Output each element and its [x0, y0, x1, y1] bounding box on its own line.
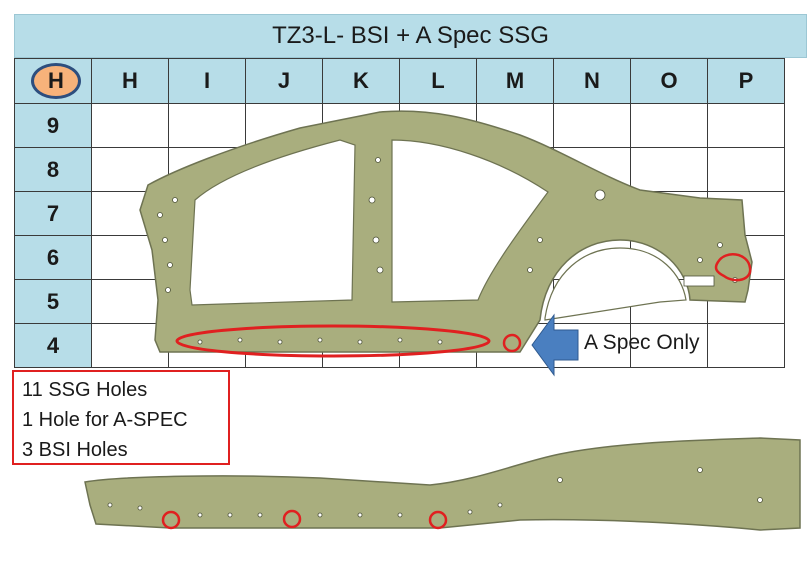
bsi-hole-marker: [428, 510, 448, 530]
legend-box: 11 SSG Holes 1 Hole for A-SPEC 3 BSI Hol…: [12, 370, 230, 465]
legend-line: 11 SSG Holes: [22, 379, 148, 401]
grid-row: 5: [14, 279, 785, 324]
bsi-hole-marker: [282, 509, 302, 529]
column-header-row: H H I J K L M N O P: [14, 58, 785, 104]
grid-row: 6: [14, 235, 785, 280]
row-header: 4: [14, 323, 92, 368]
row-header: 9: [14, 103, 92, 148]
corner-cell: H: [14, 58, 92, 104]
a-spec-callout: A Spec Only: [584, 331, 700, 354]
column-header: N: [553, 58, 631, 104]
corner-badge: H: [31, 63, 81, 99]
column-header: L: [399, 58, 477, 104]
column-header: P: [707, 58, 785, 104]
grid-table: H H I J K L M N O P 9 8 7 6 5 4: [14, 58, 785, 368]
legend-line: 1 Hole for A-SPEC: [22, 409, 188, 431]
rocker-panel-holes: [107, 467, 763, 518]
row-header: 6: [14, 235, 92, 280]
legend-line: 3 BSI Holes: [22, 439, 128, 461]
column-header: M: [476, 58, 554, 104]
grid-row: 9: [14, 103, 785, 148]
row-header: 8: [14, 147, 92, 192]
column-header: I: [168, 58, 246, 104]
column-header: O: [630, 58, 708, 104]
page-title: TZ3-L- BSI + A Spec SSG: [14, 14, 807, 58]
row-header: 7: [14, 191, 92, 236]
row-header: 5: [14, 279, 92, 324]
bsi-hole-marker: [161, 510, 181, 530]
grid-row: 7: [14, 191, 785, 236]
grid-row: 8: [14, 147, 785, 192]
column-header: K: [322, 58, 400, 104]
column-header: H: [91, 58, 169, 104]
column-header: J: [245, 58, 323, 104]
